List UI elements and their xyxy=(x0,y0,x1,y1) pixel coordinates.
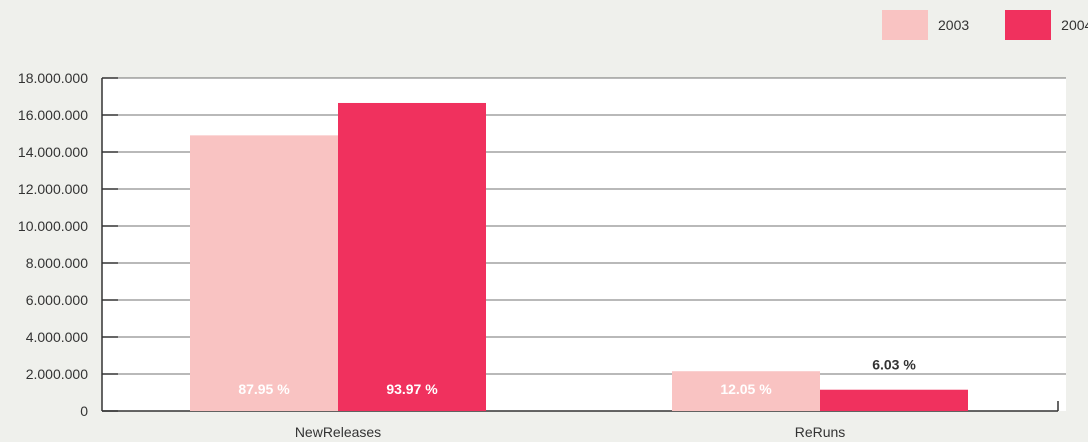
data-label: 87.95 % xyxy=(238,381,290,397)
y-tick-label: 8.000.000 xyxy=(26,255,88,271)
y-tick-label: 6.000.000 xyxy=(26,292,88,308)
legend-swatch-2004 xyxy=(1005,10,1052,40)
x-category-label: ReRuns xyxy=(795,424,846,440)
x-category-label: NewReleases xyxy=(295,424,381,440)
legend-label-2004: 2004 xyxy=(1061,17,1088,33)
legend-label-2003: 2003 xyxy=(938,17,970,33)
bar-2004-ReRuns xyxy=(820,389,968,411)
data-label: 93.97 % xyxy=(386,381,438,397)
y-tick-label: 12.000.000 xyxy=(18,181,88,197)
y-tick-label: 4.000.000 xyxy=(26,329,88,345)
bar-2004-NewReleases xyxy=(338,102,486,411)
legend-item-2003: 2003 xyxy=(882,10,969,40)
y-tick-label: 0 xyxy=(80,403,88,419)
legend: 2003 2004 xyxy=(882,10,1088,40)
data-label: 12.05 % xyxy=(720,381,772,397)
legend-swatch-2003 xyxy=(882,10,928,40)
y-tick-label: 14.000.000 xyxy=(18,144,88,160)
y-tick-label: 2.000.000 xyxy=(26,366,88,382)
legend-item-2004: 2004 xyxy=(1005,10,1088,40)
y-tick-label: 16.000.000 xyxy=(18,107,88,123)
data-label: 6.03 % xyxy=(872,357,916,373)
bar-2003-NewReleases xyxy=(190,135,338,411)
y-tick-label: 18.000.000 xyxy=(18,70,88,86)
bar-2003-ReRuns xyxy=(672,371,820,411)
y-tick-label: 10.000.000 xyxy=(18,218,88,234)
